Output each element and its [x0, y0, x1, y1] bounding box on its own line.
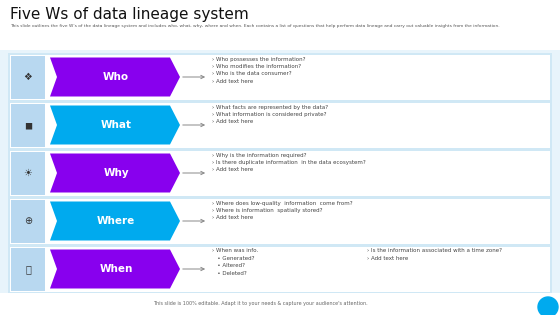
Bar — [10, 54, 550, 100]
Text: › What facts are represented by the data?
› What information is considered priva: › What facts are represented by the data… — [212, 105, 328, 124]
Circle shape — [538, 297, 558, 315]
Bar — [8, 53, 552, 293]
Text: › Is the information associated with a time zone?
› Add text here: › Is the information associated with a t… — [367, 249, 502, 261]
Polygon shape — [50, 249, 180, 289]
Bar — [10, 102, 550, 147]
Text: › Who possesses the information?
› Who modifies the information?
› Who is the da: › Who possesses the information? › Who m… — [212, 56, 306, 84]
Text: ☀: ☀ — [24, 168, 32, 178]
Bar — [11, 152, 45, 194]
Text: ❖: ❖ — [24, 72, 32, 82]
Bar — [10, 247, 550, 291]
Polygon shape — [50, 153, 180, 192]
Text: Five Ws of data lineage system: Five Ws of data lineage system — [10, 7, 249, 22]
Text: › Where does low-quality  information  come from?
› Where is information  spatia: › Where does low-quality information com… — [212, 201, 353, 220]
Polygon shape — [50, 202, 180, 240]
Text: This slide outlines the five W's of the data lineage system and includes who, wh: This slide outlines the five W's of the … — [10, 24, 500, 28]
Bar — [11, 104, 45, 146]
Text: ⊕: ⊕ — [24, 216, 32, 226]
Bar — [0, 293, 560, 315]
Bar — [11, 55, 45, 99]
Bar — [0, 0, 560, 50]
Text: Where: Where — [97, 216, 135, 226]
Bar — [10, 151, 550, 196]
Polygon shape — [50, 58, 180, 96]
Text: When: When — [99, 264, 133, 274]
Text: This slide is 100% editable. Adapt it to your needs & capture your audience's at: This slide is 100% editable. Adapt it to… — [153, 301, 367, 306]
Text: Why: Why — [103, 168, 129, 178]
Text: ◼: ◼ — [24, 120, 32, 130]
Bar — [10, 198, 550, 243]
Polygon shape — [50, 106, 180, 145]
Text: › Why is the information required?
› Is there duplicate information  in the data: › Why is the information required? › Is … — [212, 152, 366, 172]
Text: › When was info.
   • Generated?
   • Altered?
   • Deleted?: › When was info. • Generated? • Altered?… — [212, 249, 258, 276]
Text: ⌛: ⌛ — [25, 264, 31, 274]
Text: What: What — [100, 120, 132, 130]
Bar — [11, 199, 45, 243]
Bar — [11, 248, 45, 290]
Text: Who: Who — [103, 72, 129, 82]
